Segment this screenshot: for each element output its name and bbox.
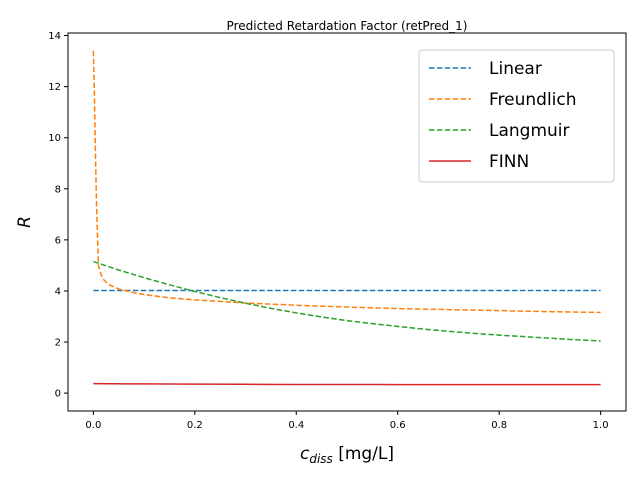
y-tick-label: 10 [48, 133, 61, 144]
y-axis-label: R [15, 216, 35, 228]
legend-label-freundlich: Freundlich [489, 90, 577, 110]
x-axis-label: cdiss [mg/L] [300, 444, 394, 466]
legend-box [418, 49, 615, 183]
x-tick-label: 0.6 [390, 420, 406, 431]
series-line-freundlich [92, 50, 601, 314]
x-tick-label: 1.0 [593, 420, 609, 431]
y-axis-ticks: 0 2 4 6 8 10 12 14 [48, 31, 68, 400]
y-tick-label: 14 [48, 31, 61, 42]
y-tick-label: 0 [55, 389, 61, 400]
x-tick-label: 0.0 [85, 420, 101, 431]
x-tick-label: 0.2 [187, 420, 203, 431]
legend: Linear Freundlich Langmuir FINN [418, 49, 615, 183]
y-tick-label: 8 [55, 184, 61, 195]
y-tick-label: 12 [48, 82, 61, 93]
legend-label-linear: Linear [489, 59, 542, 79]
legend-label-finn: FINN [489, 152, 529, 172]
x-axis-ticks: 0.0 0.2 0.4 0.6 0.8 1.0 [85, 411, 609, 431]
x-axis-label-main: c [300, 444, 310, 464]
chart-title: Predicted Retardation Factor (retPred_1) [227, 19, 468, 33]
legend-label-langmuir: Langmuir [489, 121, 570, 141]
plot-frame [67, 32, 627, 412]
y-tick-label: 4 [55, 286, 61, 297]
x-tick-label: 0.8 [491, 420, 507, 431]
series-line-finn [93, 382, 601, 386]
series-line-langmuir [93, 260, 601, 342]
y-tick-label: 2 [55, 338, 61, 349]
x-axis-label-unit: [mg/L] [333, 444, 394, 464]
x-axis-label-sub: diss [309, 452, 332, 466]
x-tick-label: 0.4 [288, 420, 304, 431]
plot-lines [92, 50, 601, 386]
y-tick-label: 6 [55, 235, 61, 246]
